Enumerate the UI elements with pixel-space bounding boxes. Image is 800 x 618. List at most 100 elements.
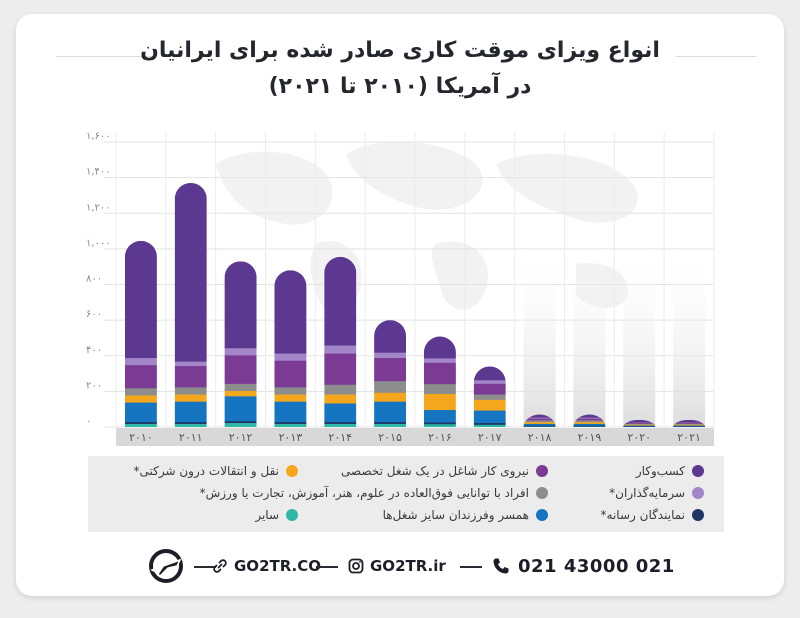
bar-segment xyxy=(224,422,257,427)
bar-segment xyxy=(374,392,407,402)
ghost-bar xyxy=(573,242,606,427)
bar-segment xyxy=(324,394,357,404)
bar-segment xyxy=(174,182,207,362)
legend-label-other: سایر xyxy=(255,508,279,522)
bar-segment xyxy=(573,414,606,418)
bar-segment xyxy=(224,383,257,391)
x-tick-label: ۲۰۱۴ xyxy=(328,431,352,444)
bar-segment xyxy=(473,383,506,395)
bar-segment xyxy=(374,401,407,423)
legend-item-business: کسب‌وکار xyxy=(636,464,704,478)
bar-segment xyxy=(374,423,407,427)
legend-label-spouse: همسر وفرزندان سایز شغل‌ها xyxy=(382,508,529,522)
bar-segment xyxy=(623,425,656,427)
bar-stack xyxy=(274,270,307,427)
legend-swatch-investors xyxy=(692,487,704,499)
bar-segment xyxy=(124,387,157,396)
bars-layer xyxy=(124,182,706,427)
bar-segment xyxy=(324,423,357,427)
bar-segment xyxy=(124,421,157,424)
bar-segment xyxy=(274,270,307,354)
bar-segment xyxy=(374,357,407,382)
bar-segment xyxy=(423,336,456,359)
link-icon xyxy=(213,559,227,573)
bar-segment xyxy=(623,422,656,424)
legend-swatch-business xyxy=(692,465,704,477)
bar-segment xyxy=(473,379,506,384)
legend-item-extraordinary: افراد با توانایی فوق‌العاده در علوم، هنر… xyxy=(200,486,548,500)
bar-segment xyxy=(224,347,257,356)
instagram-icon xyxy=(348,558,364,574)
bar-segment xyxy=(174,421,207,424)
legend: کسب‌وکار نیروی کار شاغل در یک شغل تخصصی … xyxy=(88,456,724,532)
go2tr-logo-icon xyxy=(149,549,183,583)
bar-segment xyxy=(374,380,407,393)
phone-contact[interactable]: 021 43000 021 xyxy=(492,544,675,588)
bar-segment xyxy=(673,419,706,423)
bar-segment xyxy=(423,423,456,427)
bar-segment xyxy=(673,425,706,427)
bar-stack xyxy=(374,320,407,427)
instagram-link[interactable]: GO2TR.ir xyxy=(348,544,446,588)
bar-segment xyxy=(523,425,556,427)
bar-stack xyxy=(324,256,357,427)
phone-icon xyxy=(493,558,509,574)
bar-segment xyxy=(374,352,407,359)
bar-segment xyxy=(174,423,207,427)
bar-segment xyxy=(623,425,656,427)
bar-stack xyxy=(573,414,606,427)
bar-segment xyxy=(473,422,506,425)
website-text: GO2TR.CO xyxy=(234,557,322,575)
bar-segment xyxy=(274,394,307,402)
legend-swatch-media xyxy=(692,509,704,521)
bar-segment xyxy=(274,401,307,423)
bar-segment xyxy=(174,365,207,388)
bar-segment xyxy=(523,418,556,421)
bar-segment xyxy=(423,357,456,363)
legend-item-specialty: نیروی کار شاغل در یک شغل تخصصی xyxy=(341,464,548,478)
bar-segment xyxy=(573,423,606,426)
x-tick-label: ۲۰۱۰ xyxy=(129,431,153,444)
bar-segment xyxy=(224,261,257,349)
x-tick-label: ۲۰۱۲ xyxy=(229,431,253,444)
bar-segment xyxy=(174,394,207,402)
bar-segment xyxy=(423,409,456,423)
footer-divider xyxy=(316,566,338,568)
bar-segment xyxy=(673,423,706,425)
website-link[interactable]: GO2TR.CO xyxy=(212,544,321,588)
bar-segment xyxy=(324,353,357,385)
x-tick-label: ۲۰۱۹ xyxy=(578,431,602,444)
bar-segment xyxy=(374,320,407,353)
legend-label-extraordinary: افراد با توانایی فوق‌العاده در علوم، هنر… xyxy=(199,486,529,500)
bar-segment xyxy=(473,394,506,400)
x-tick-label: ۲۰۱۱ xyxy=(179,431,203,444)
bar-segment xyxy=(473,399,506,411)
bar-segment xyxy=(573,417,606,419)
bar-segment xyxy=(473,424,506,427)
instagram-text: GO2TR.ir xyxy=(370,557,446,575)
legend-item-other: سایر xyxy=(255,508,298,522)
legend-label-media: نمایندگان رسانه* xyxy=(600,508,685,522)
legend-label-specialty: نیروی کار شاغل در یک شغل تخصصی xyxy=(341,464,529,478)
bar-segment xyxy=(523,414,556,418)
x-tick-label: ۲۰۱۸ xyxy=(528,431,552,444)
bar-segment xyxy=(523,417,556,419)
bar-segment xyxy=(623,424,656,426)
bar-segment xyxy=(224,390,257,397)
x-tick-label: ۲۰۱۵ xyxy=(378,431,402,444)
bar-stack xyxy=(124,240,157,427)
legend-swatch-extraordinary xyxy=(536,487,548,499)
y-tick-label: ۰ xyxy=(86,416,91,427)
y-tick-label: ۶۰۰ xyxy=(86,309,102,320)
go2tr-logo xyxy=(144,544,188,588)
bar-segment xyxy=(473,410,506,424)
x-tick-label: ۲۰۱۳ xyxy=(279,431,303,444)
bar-segment xyxy=(274,386,307,395)
bar-segment xyxy=(324,256,357,346)
y-tick-label: ۱,۴۰۰ xyxy=(86,167,111,178)
bar-segment xyxy=(423,362,456,385)
x-tick-label: ۲۰۲۱ xyxy=(677,431,701,444)
ghost-bar xyxy=(623,242,656,427)
bar-segment xyxy=(124,402,157,423)
bar-segment xyxy=(573,421,606,424)
